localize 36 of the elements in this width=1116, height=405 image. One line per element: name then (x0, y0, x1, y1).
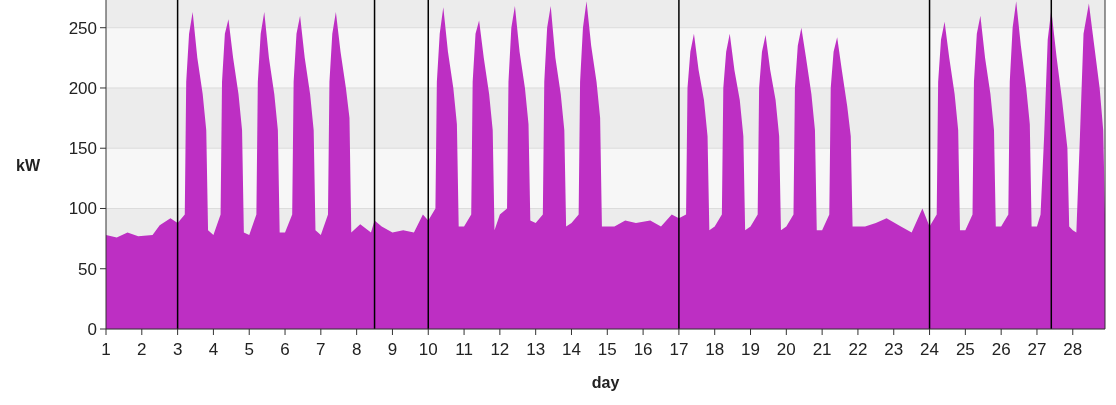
x-tick-label: 26 (991, 340, 1011, 359)
x-tick-label: 3 (172, 340, 183, 359)
x-tick-label: 8 (351, 340, 362, 359)
x-tick-label: 10 (418, 340, 438, 359)
x-tick-label: 1 (101, 340, 111, 359)
y-tick-label: 50 (78, 259, 97, 279)
y-tick-label: 0 (87, 320, 97, 339)
x-tick-label: 9 (387, 340, 398, 359)
x-tick-label: 18 (705, 340, 725, 359)
x-tick-label: 17 (669, 340, 689, 359)
x-tick-label: 25 (955, 340, 975, 359)
x-tick-label: 12 (490, 340, 510, 359)
y-tick-label: 100 (68, 199, 97, 219)
x-tick-label: 7 (316, 340, 326, 359)
y-tick-label: 250 (68, 18, 97, 38)
x-tick-label: 13 (526, 340, 546, 359)
x-tick-label: 5 (244, 340, 254, 359)
x-tick-label: 28 (1063, 340, 1083, 359)
y-tick-label: 150 (68, 139, 97, 159)
x-tick-label: 22 (848, 340, 868, 359)
x-tick-label: 6 (280, 340, 290, 359)
x-tick-label: 20 (776, 340, 796, 359)
x-tick-label: 24 (920, 340, 940, 359)
x-tick-label: 11 (455, 340, 473, 359)
x-tick-label: 16 (633, 340, 653, 359)
y-axis-title: kW (16, 156, 41, 174)
x-tick-label: 2 (137, 340, 147, 359)
x-tick-label: 15 (597, 340, 617, 359)
x-axis-title: day (591, 374, 620, 391)
x-tick-label: 4 (208, 340, 219, 359)
y-tick-label: 200 (68, 78, 97, 98)
x-tick-label: 14 (562, 340, 581, 359)
x-tick-label: 21 (812, 340, 832, 359)
x-tick-label: 27 (1027, 340, 1047, 359)
x-tick-label: 23 (884, 340, 904, 359)
x-tick-label: 19 (741, 340, 760, 359)
